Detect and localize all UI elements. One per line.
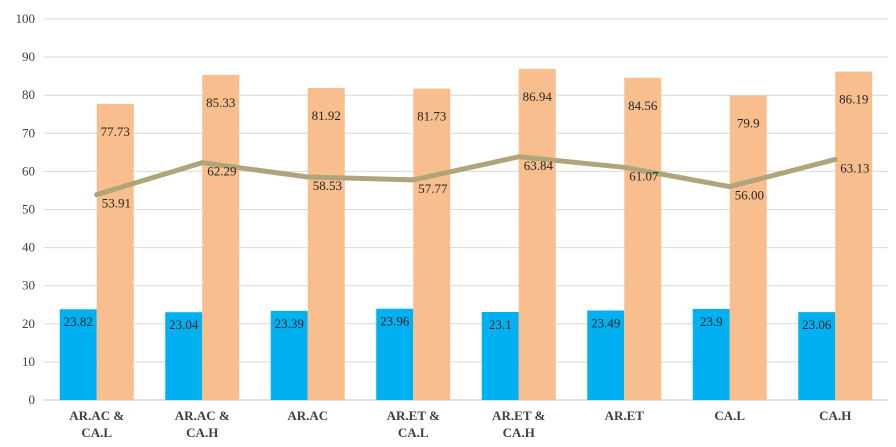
data-label: 23.04 [169, 317, 199, 332]
category-label-line: AR.AC & [69, 408, 124, 423]
bar [59, 309, 97, 400]
line-point [94, 192, 100, 198]
line-point [305, 174, 311, 180]
category-label-line: CA.L [398, 425, 429, 440]
line-path [94, 154, 838, 198]
data-label: 23.1 [489, 317, 512, 332]
bar [165, 312, 203, 400]
bar [798, 312, 836, 400]
category-label: CA.L [714, 408, 745, 423]
data-label: 86.19 [839, 92, 868, 107]
y-tick-label: 80 [22, 87, 35, 102]
bar [587, 310, 625, 400]
data-label: 23.82 [64, 314, 93, 329]
data-label: 84.56 [628, 98, 658, 113]
line-data-label: 57.77 [418, 181, 448, 196]
bar [202, 74, 240, 400]
y-tick-label: 10 [22, 354, 35, 369]
bar [624, 77, 662, 400]
y-tick-label: 50 [22, 202, 35, 217]
line-point [621, 164, 627, 170]
y-tick-label: 20 [22, 316, 35, 331]
category-label: AR.AC & CA.L [69, 408, 124, 440]
data-label: 81.92 [312, 108, 341, 123]
line-data-label: 61.07 [629, 168, 659, 183]
bar [518, 68, 556, 400]
bar [376, 308, 414, 400]
data-label: 23.9 [700, 314, 723, 329]
line-data-label: 53.91 [102, 196, 131, 211]
y-tick-label: 30 [22, 278, 35, 293]
bar [729, 95, 767, 401]
line-point [199, 160, 205, 166]
bar [835, 71, 873, 401]
line-point [516, 154, 522, 160]
category-label: AR.ET & CA.L [387, 408, 440, 440]
line-data-label: 58.53 [313, 178, 342, 193]
category-label-line: AR.ET [605, 408, 645, 423]
category-label: AR.ET [605, 408, 645, 423]
category-label-line: CA.H [819, 408, 851, 423]
category-label-line: AR.AC [287, 408, 328, 423]
category-label: AR.ET & CA.H [492, 408, 545, 440]
x-axis: AR.AC & CA.LAR.AC & CA.HAR.AC AR.ET & CA.LAR… [69, 408, 851, 440]
category-label-line: AR.ET & [492, 408, 545, 423]
line-data-label: 63.13 [840, 160, 869, 175]
category-label-line: CA.L [81, 425, 112, 440]
data-labels: 23.82 23.04 23.39 23.96 23.1 23.49 23.9 23.06 77… [64, 89, 870, 332]
data-label: 79.9 [737, 116, 760, 131]
category-label-line: CA.H [186, 425, 218, 440]
y-tick-label: 100 [16, 11, 36, 26]
y-tick-label: 0 [29, 392, 36, 407]
data-label: 81.73 [417, 109, 446, 124]
data-label: 23.39 [275, 316, 304, 331]
data-label: 86.94 [523, 89, 553, 104]
y-axis: 0 10 20 30 40 50 60 70 80 90 100 [16, 11, 888, 407]
line-series [94, 154, 838, 198]
bars [59, 68, 873, 401]
bar [481, 311, 519, 400]
bar [96, 103, 134, 401]
category-label: CA.H [819, 408, 851, 423]
category-label-line: AR.ET & [387, 408, 440, 423]
line-data-label: 56.00 [735, 188, 764, 203]
line-point [727, 184, 733, 190]
bar [692, 308, 730, 400]
bar [270, 310, 308, 400]
y-tick-label: 40 [22, 240, 35, 255]
bar [413, 88, 451, 400]
data-label: 85.33 [206, 95, 235, 110]
category-label-line: AR.AC & [175, 408, 230, 423]
category-label: AR.AC [287, 408, 328, 423]
y-tick-label: 60 [22, 163, 35, 178]
data-label: 77.73 [101, 124, 130, 139]
line-point [410, 177, 416, 183]
line-point [832, 156, 838, 162]
bar [307, 87, 345, 400]
line-data-label: 63.84 [524, 158, 554, 173]
y-tick-label: 90 [22, 49, 35, 64]
data-label: 23.96 [380, 314, 410, 329]
y-tick-label: 70 [22, 125, 35, 140]
line-data-label: 62.29 [207, 164, 236, 179]
category-label: AR.AC & CA.H [175, 408, 230, 440]
category-label-line: CA.L [714, 408, 745, 423]
data-label: 23.06 [802, 317, 832, 332]
data-label: 23.49 [591, 316, 620, 331]
category-label-line: CA.H [503, 425, 535, 440]
